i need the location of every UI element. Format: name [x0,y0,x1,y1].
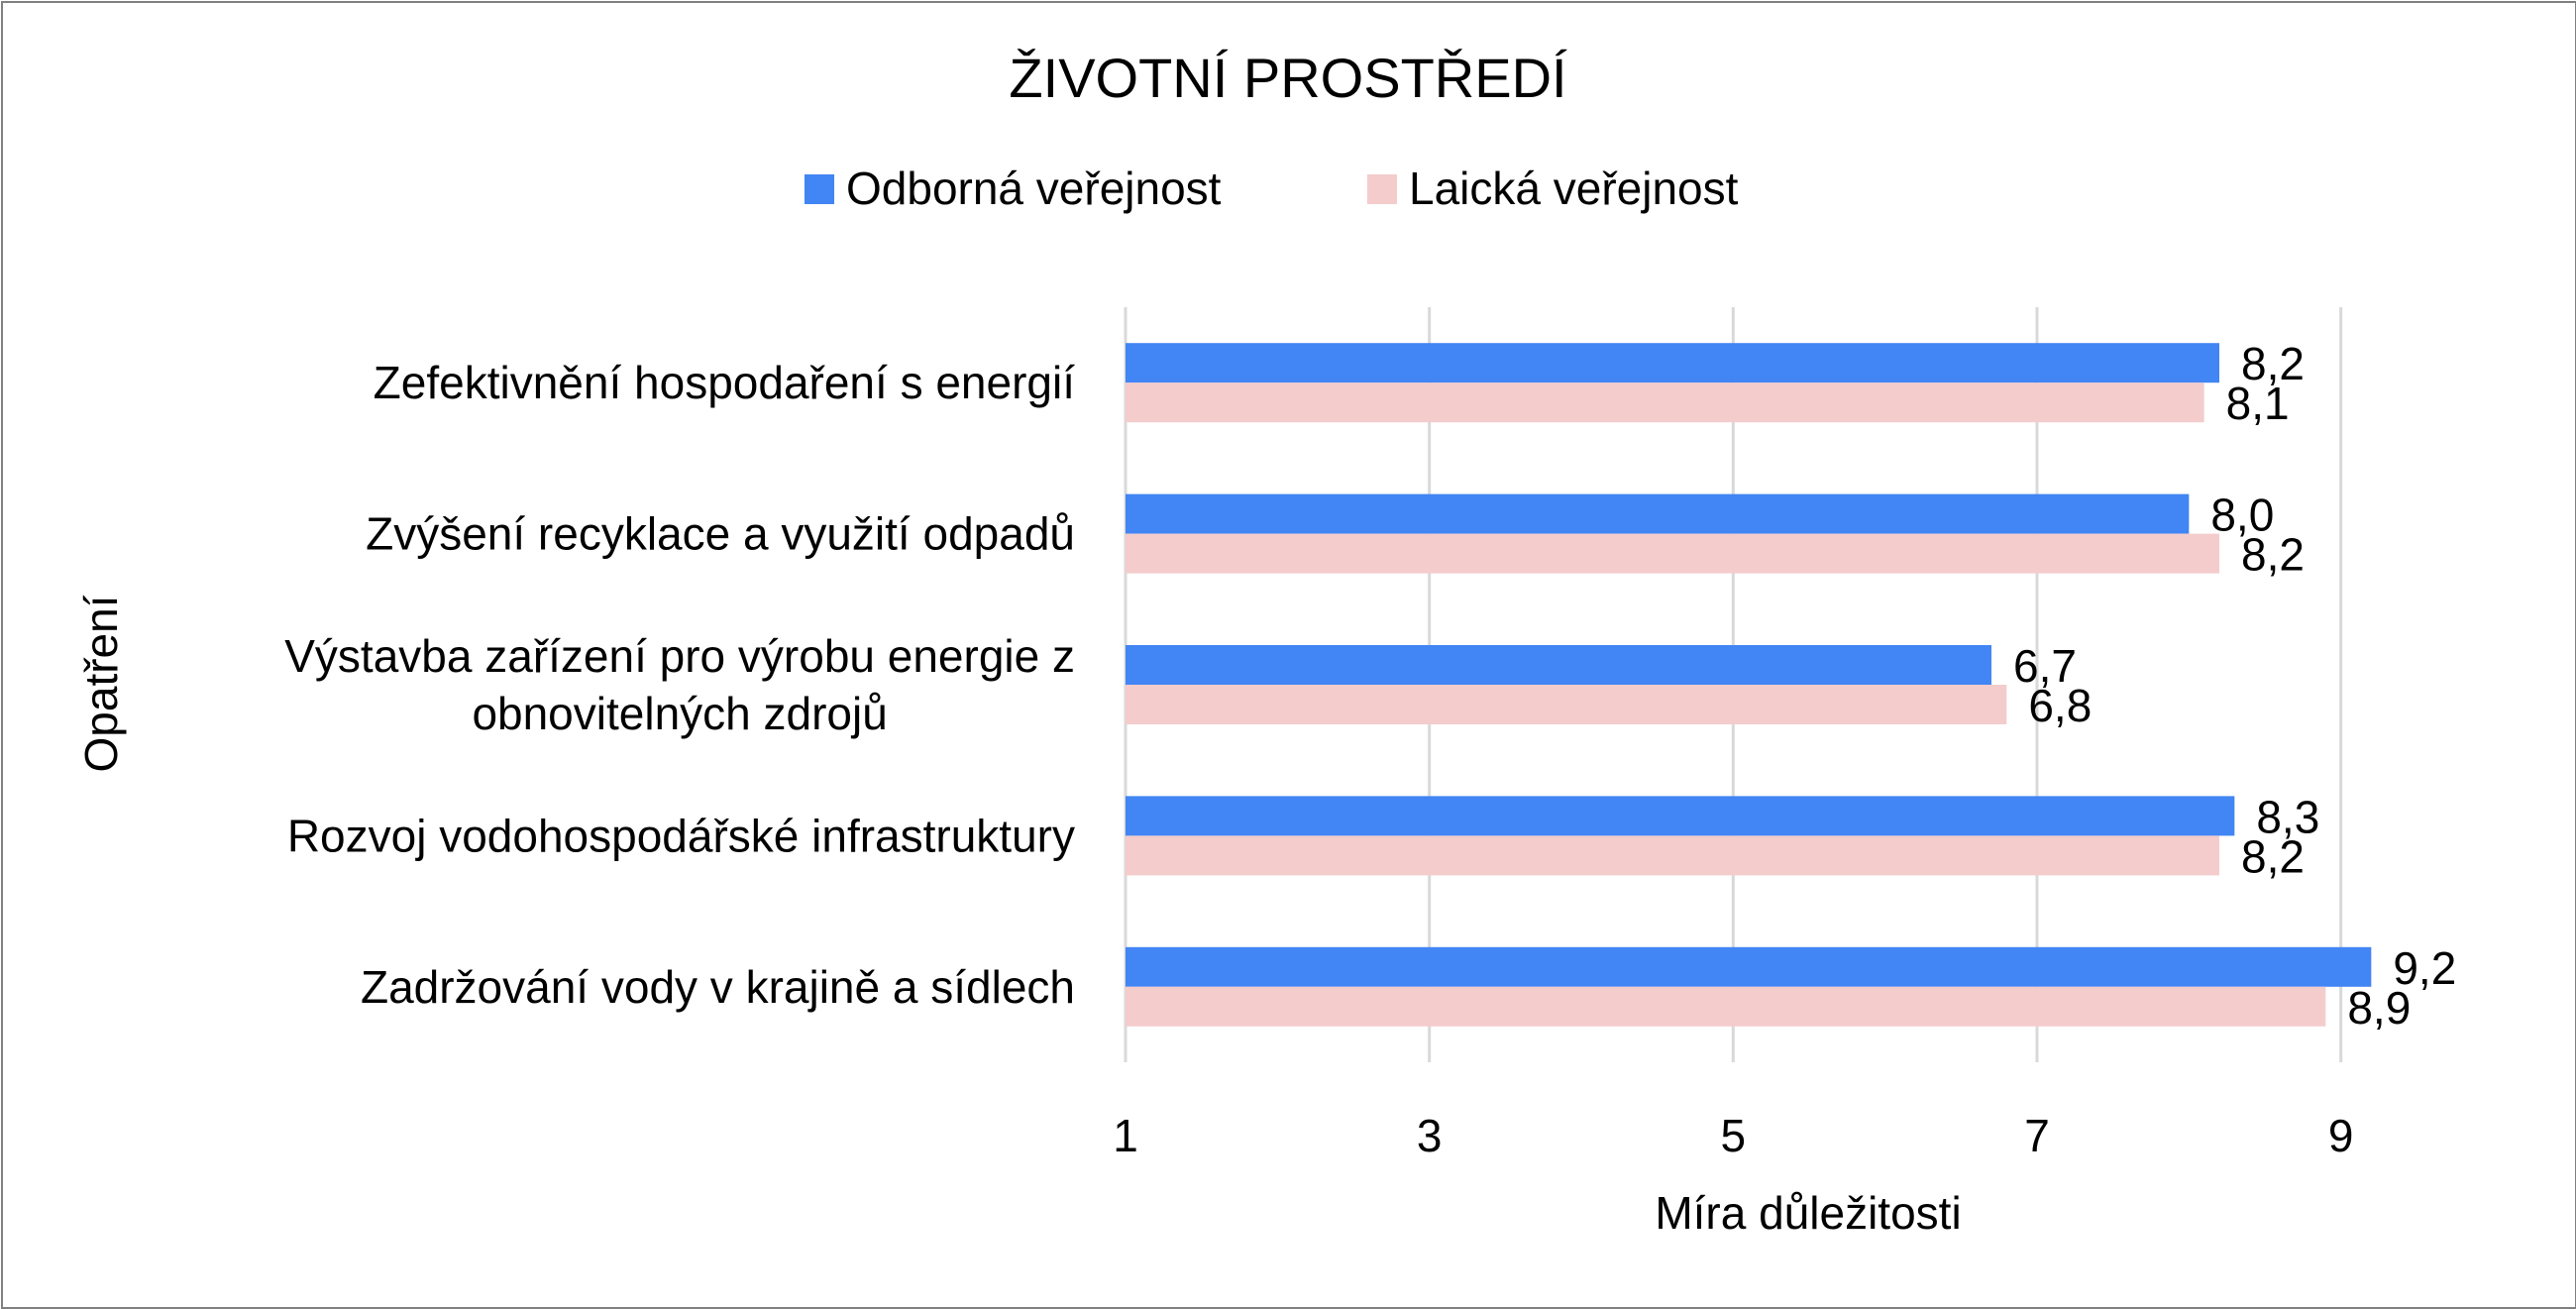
bar-laicka [1126,685,2007,724]
x-axis-label: Míra důležitosti [1655,1187,1961,1239]
bar-laicka [1126,986,2326,1027]
category-label: Výstavba zařízení pro výrobu energie z [284,630,1075,682]
bar-odborna [1126,645,1991,685]
legend: Odborná veřejnost Laická veřejnost [805,163,1739,214]
x-tick-label: 3 [1417,1110,1443,1161]
category-label: Rozvoj vodohospodářské infrastruktury [287,810,1075,861]
category-label: Zvýšení recyklace a využití odpadů [366,508,1075,560]
data-label: 9,2 [2393,942,2456,994]
data-label: 6,7 [2013,640,2077,692]
bar-odborna [1126,493,2190,534]
bar-odborna [1126,343,2219,383]
bar-laicka [1126,835,2219,876]
x-tick-label: 5 [1721,1110,1747,1161]
bar-odborna [1126,946,2372,987]
chart-title: ŽIVOTNÍ PROSTŘEDÍ [1009,47,1567,109]
bars: 8,28,06,78,39,28,18,26,88,28,9 [1126,338,2456,1034]
data-label: 6,8 [2028,680,2092,731]
bar-odborna [1126,796,2235,836]
y-axis-label: Opatření [75,595,127,772]
x-tick-labels: 1 3 5 7 9 [1113,1110,2353,1161]
legend-label: Laická veřejnost [1409,163,1739,214]
category-labels: Zefektivnění hospodaření s energií Zvýšen… [284,357,1075,1013]
bar-laicka [1126,382,2204,423]
category-label: obnovitelných zdrojů [472,688,887,739]
x-tick-label: 1 [1113,1110,1138,1161]
legend-label: Odborná veřejnost [846,163,1222,214]
legend-swatch [805,174,834,204]
data-label: 8,0 [2210,490,2274,541]
data-label: 8,9 [2347,982,2411,1034]
x-tick-label: 9 [2328,1110,2354,1161]
data-label: 8,3 [2256,791,2319,842]
legend-swatch [1367,174,1397,204]
x-tick-label: 7 [2024,1110,2050,1161]
category-label: Zadržování vody v krajině a sídlech [361,961,1075,1013]
data-label: 8,2 [2241,830,2305,882]
data-label: 8,1 [2226,378,2290,429]
category-label: Zefektivnění hospodaření s energií [374,357,1076,408]
bar-laicka [1126,533,2219,574]
data-label: 8,2 [2241,529,2305,581]
data-label: 8,2 [2241,338,2305,389]
